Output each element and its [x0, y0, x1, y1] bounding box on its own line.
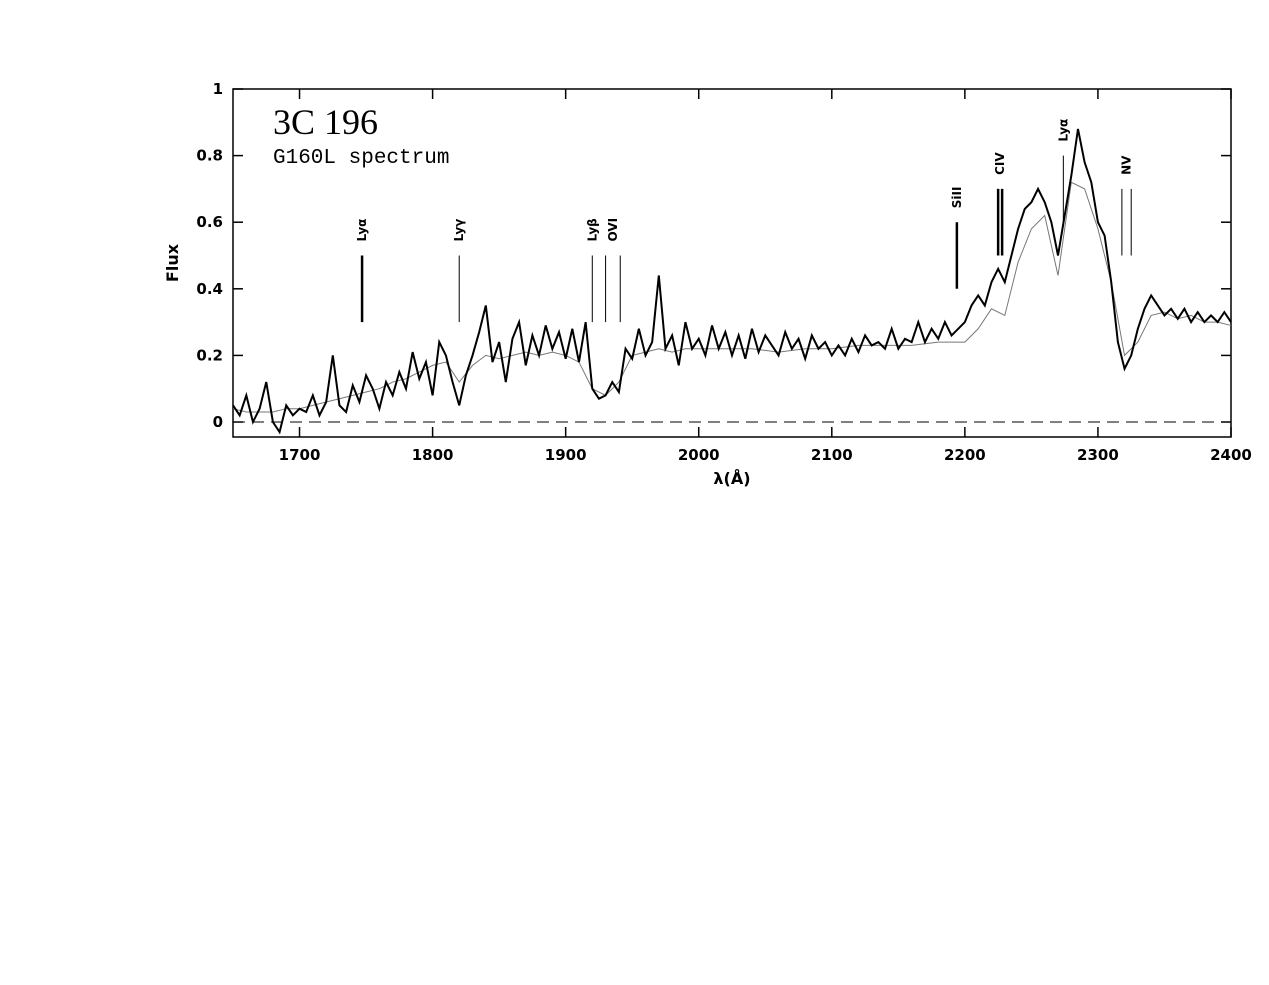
- y-axis-label: Flux: [163, 243, 182, 282]
- x-tick-label: 2100: [811, 446, 853, 464]
- line-label: Lyα: [355, 219, 369, 242]
- y-tick-label: 0.2: [196, 346, 223, 364]
- chart-subtitle: G160L spectrum: [273, 147, 449, 170]
- y-tick-label: 0.6: [196, 213, 223, 231]
- y-tick-label: 0: [213, 413, 223, 431]
- line-label: Lyβ: [585, 218, 599, 242]
- plot-frame: [232, 88, 1232, 438]
- line-label: CIV: [993, 152, 1007, 175]
- x-tick-label: 2200: [944, 446, 986, 464]
- x-tick-label: 2000: [678, 446, 720, 464]
- x-tick-label: 1700: [279, 446, 321, 464]
- spectrum-line: [232, 181, 1232, 413]
- line-label: OVI: [606, 218, 620, 242]
- x-axis-label: λ(Å): [713, 469, 750, 488]
- y-tick-label: 1: [213, 80, 223, 98]
- line-label: Lyγ: [452, 219, 466, 242]
- line-label: Lyα: [1056, 119, 1070, 142]
- x-tick-label: 2400: [1210, 446, 1252, 464]
- y-tick-label: 0.4: [196, 280, 223, 298]
- y-tick-label: 0.8: [196, 147, 223, 165]
- line-label: SiII: [950, 187, 964, 209]
- x-tick-label: 1800: [412, 446, 454, 464]
- line-label: NV: [1120, 155, 1134, 175]
- chart-title: 3C 196: [273, 102, 378, 142]
- x-tick-label: 1900: [545, 446, 587, 464]
- spectrum-line: [232, 128, 1232, 435]
- x-tick-label: 2300: [1077, 446, 1119, 464]
